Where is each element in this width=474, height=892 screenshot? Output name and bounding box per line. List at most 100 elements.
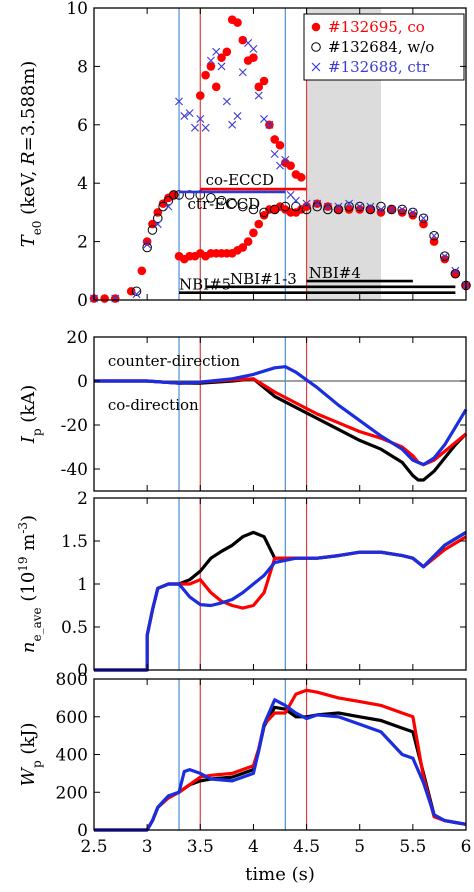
data-point [334,202,343,211]
data-point [126,286,136,296]
data-point [185,109,194,118]
data-point [451,266,460,275]
data-point [100,294,109,303]
data-point [280,201,291,212]
data-point [397,204,408,215]
y-tick-label: 0 [77,291,88,311]
x-axis: 2.5 3 3.5 4 4.5 5 5.5 6 time (s) [80,837,471,885]
legend-entry-2: #132688, ctr [328,58,430,76]
plot-frame [93,336,467,492]
data-point [333,204,344,215]
data-point [254,91,263,100]
data-point [429,230,439,241]
data-point [153,220,162,229]
data-point [222,97,231,106]
x-axis-label: time (s) [245,864,315,885]
panel-wp: 0 200 400 600 800 Wp (kJ) [18,670,467,841]
series-line [94,698,467,832]
data-point [201,70,210,80]
data-point [152,213,163,224]
data-point [238,68,247,77]
annotation-label-1: ctr-ECCD [188,195,261,213]
data-point [259,76,269,86]
legend-marker [311,42,321,52]
series-line [94,377,468,467]
data-point [366,205,375,214]
data-point [206,56,215,65]
series-0 [94,530,467,672]
data-point [408,207,418,218]
data-point [137,266,147,276]
data-point [243,237,253,246]
data-point [366,202,375,211]
y-tick-label: 0.5 [61,618,88,638]
x-tick-label: 3 [142,837,153,857]
legend-entry-1: #132684, w/o [328,38,434,56]
data-point [344,201,354,212]
data-point [418,213,429,224]
data-point [254,82,264,92]
data-point [249,53,258,62]
data-point [238,201,248,212]
data-point [111,294,120,303]
y-tick-label: -20 [61,416,88,436]
legend-entry-0: #132695, co [328,18,425,36]
data-point [269,204,280,215]
x-tick-label: 4 [248,837,259,857]
data-point [238,243,248,252]
data-point [132,290,141,299]
data-point [195,190,206,200]
x-tick-label: 5.5 [399,837,426,857]
series-2 [131,190,471,297]
data-point [302,202,311,211]
legend-box [303,13,465,81]
y-axis-label: ne_ave (1019 m-3) [16,515,44,653]
y-tick-label: 800 [56,670,88,690]
data-point [345,199,354,208]
data-point [344,205,354,214]
series-line [94,705,467,832]
data-point [206,193,216,203]
x-tick-label: 3.5 [187,837,214,857]
data-point [248,204,259,215]
data-point [354,201,365,212]
y-axis-label: Ip (kA) [18,385,44,445]
y-tick-label: -40 [61,460,88,480]
data-point [387,205,396,214]
data-point [158,199,168,208]
annotation-label-3: NBI#1-3 [230,270,297,288]
data-point [212,47,221,56]
y-axis-label: Te0 (keV, R=3.588m) [18,61,44,248]
y-tick-label: 0 [77,661,88,681]
x-tick-label: 6 [461,837,472,857]
y-tick-label: 400 [56,746,88,766]
data-point [398,205,407,214]
series-1 [94,377,468,467]
series-line [94,530,467,672]
data-point [259,207,269,218]
data-point [206,62,216,71]
data-point [386,204,397,215]
y-tick-label: 20 [66,328,88,348]
data-point [195,91,205,100]
data-point [131,286,142,297]
x-tick-label: 2.5 [80,837,107,857]
data-point [355,205,365,214]
data-point [291,201,301,212]
data-point [174,190,184,200]
data-point [439,251,450,262]
series-1 [94,688,467,832]
legend: #132695, co #132684, w/o #132688, ctr [303,13,465,81]
data-point [270,135,279,144]
data-point [233,112,242,121]
y-axis-label: Wp (kJ) [18,722,44,786]
y-tick-label: 6 [77,116,88,136]
data-point [143,240,152,249]
data-point [249,44,258,53]
data-point [270,150,279,158]
x-tick-label: 4.5 [293,837,320,857]
data-point [365,204,376,215]
data-point [355,202,364,211]
y-tick-label: 8 [77,57,88,77]
